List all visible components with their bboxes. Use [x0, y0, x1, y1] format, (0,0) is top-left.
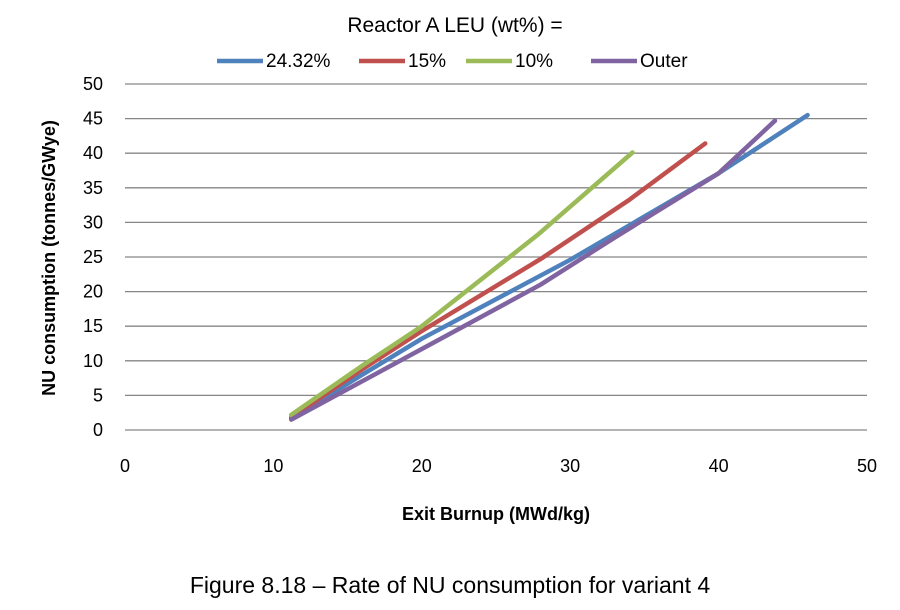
series-line-2 [288, 141, 708, 420]
line-chart: Reactor A LEU (wt%) = 24.32% 15% 10% Outer … [39, 14, 877, 524]
legend-label-4: Outer [640, 51, 688, 72]
legend-title: Reactor A LEU (wt%) = [347, 14, 562, 37]
x-tick-label: 20 [412, 456, 432, 476]
x-axis-title: Exit Burnup (MWd/kg) [402, 504, 590, 524]
y-tick-label: 35 [83, 178, 103, 198]
y-tick-label: 10 [83, 351, 103, 371]
y-tick-label: 5 [93, 385, 103, 405]
series-line-1 [288, 112, 810, 421]
x-axis-ticks: 0 10 20 30 40 50 [120, 456, 877, 476]
y-axis-ticks: 0 5 10 15 20 25 30 35 40 45 50 [83, 74, 103, 440]
x-tick-label: 10 [263, 456, 283, 476]
x-tick-label: 50 [857, 456, 877, 476]
legend-label-2: 15% [408, 51, 446, 72]
y-axis-title: NU consumption (tonnes/GWye) [39, 120, 59, 396]
series-lines [288, 112, 810, 422]
legend-label-1: 24.32% [266, 51, 331, 72]
x-tick-label: 0 [120, 456, 130, 476]
x-tick-label: 30 [560, 456, 580, 476]
series-line-3 [288, 150, 635, 418]
figure-caption: Figure 8.18 – Rate of NU consumption for… [189, 572, 711, 598]
series-line-4 [288, 118, 778, 422]
y-tick-label: 20 [83, 282, 103, 302]
y-tick-label: 30 [83, 212, 103, 232]
legend: 24.32% 15% 10% Outer [217, 51, 688, 72]
x-tick-label: 40 [709, 456, 729, 476]
y-tick-label: 15 [83, 316, 103, 336]
y-tick-label: 25 [83, 247, 103, 267]
y-tick-label: 0 [93, 420, 103, 440]
y-tick-label: 50 [83, 74, 103, 94]
y-tick-label: 40 [83, 143, 103, 163]
legend-label-3: 10% [515, 51, 553, 72]
y-tick-label: 45 [83, 109, 103, 129]
